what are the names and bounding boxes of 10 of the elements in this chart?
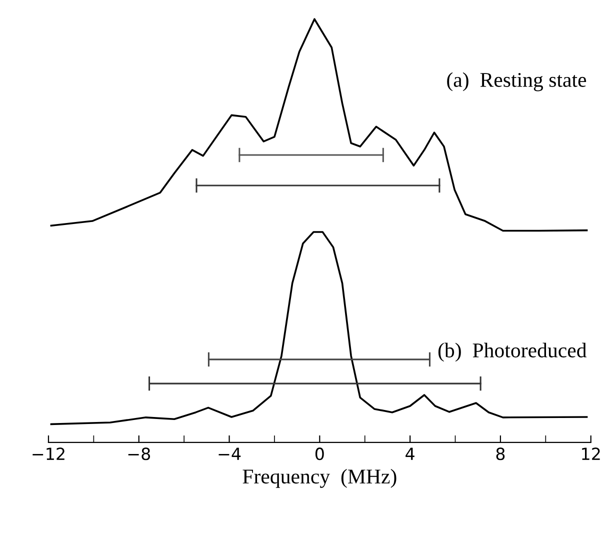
x-tick-label: 12 [582,448,600,460]
text: (a) Resting state [447,72,586,92]
x-tick-label: −4 [218,448,241,460]
x-tick-label: 0 [315,448,324,460]
x-tick-label: 8 [496,448,505,460]
series-label: (b) Photoreduced [438,342,587,362]
x-tick-label: −12 [32,448,64,460]
x-axis-title: Frequency (MHz) [242,468,396,488]
x-tick-label: −8 [128,448,150,460]
x-tick-label: 4 [406,448,414,460]
